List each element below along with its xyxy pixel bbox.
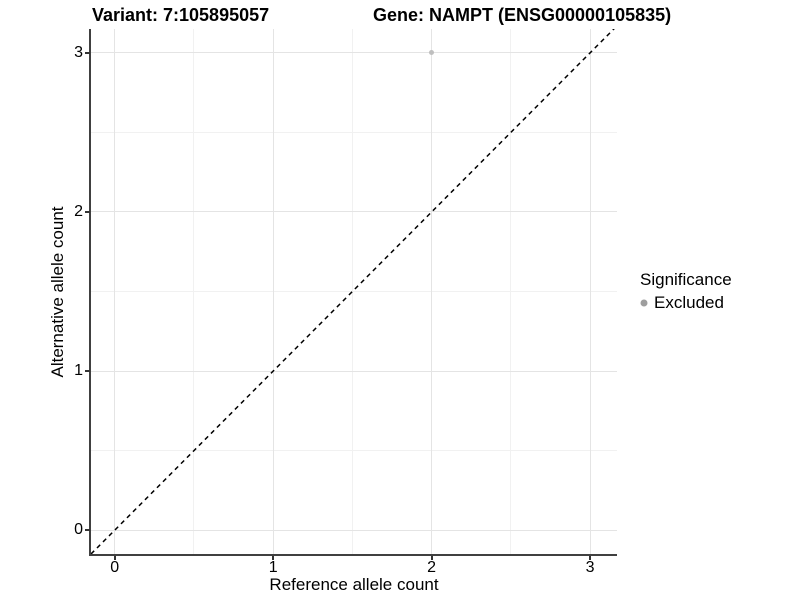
- y-tick-mark: [85, 210, 90, 213]
- gridline-major-vertical: [589, 29, 591, 554]
- gridline-major-vertical: [431, 29, 433, 554]
- x-tick-label: 3: [585, 559, 595, 576]
- y-axis-title: Alternative allele count: [48, 206, 67, 378]
- x-tick-label: 2: [427, 559, 437, 576]
- y-tick-mark: [85, 370, 90, 373]
- plot-panel: [91, 29, 617, 554]
- identity-dashed-line: [91, 29, 615, 554]
- legend-item-label: Excluded: [654, 293, 724, 312]
- legend-key: [636, 295, 652, 311]
- x-axis-title: Reference allele count: [269, 575, 439, 594]
- gridline-major-horizontal: [91, 370, 617, 372]
- legend-point-icon: [640, 299, 648, 307]
- gridline-minor-horizontal: [91, 291, 617, 292]
- y-axis-line: [89, 29, 91, 556]
- x-tick-mark: [113, 556, 116, 560]
- legend-item-excluded: Excluded: [636, 293, 732, 313]
- gridline-minor-vertical: [510, 29, 512, 554]
- x-tick-mark: [589, 556, 592, 560]
- plot-title-gene: Gene: NAMPT (ENSG00000105835): [373, 5, 672, 25]
- gridline-major-horizontal: [91, 211, 617, 213]
- y-tick-mark: [85, 51, 90, 54]
- data-point: [429, 50, 435, 56]
- legend: Significance Excluded: [636, 270, 732, 313]
- y-tick-mark: [85, 529, 90, 532]
- gridline-minor-vertical: [351, 29, 353, 554]
- gridline-major-horizontal: [91, 52, 617, 54]
- legend-title: Significance: [640, 270, 732, 289]
- y-tick-label: 1: [74, 362, 83, 380]
- gridline-minor-vertical: [193, 29, 195, 554]
- x-tick-mark: [430, 556, 433, 560]
- y-tick-label: 3: [74, 43, 83, 61]
- plot-title-variant: Variant: 7:105895057: [92, 5, 270, 25]
- x-tick-label: 1: [268, 559, 278, 576]
- gridline-minor-horizontal: [91, 131, 617, 133]
- y-tick-label: 0: [74, 521, 83, 539]
- y-tick-label: 2: [74, 202, 83, 220]
- gridline-major-vertical: [272, 29, 274, 554]
- x-axis-line: [89, 554, 617, 556]
- gridline-major-vertical: [114, 29, 116, 554]
- gridline-major-horizontal: [91, 529, 617, 531]
- identity-line-layer: [91, 29, 615, 554]
- gridline-minor-horizontal: [91, 450, 617, 452]
- x-tick-label: 0: [110, 559, 120, 576]
- x-tick-mark: [272, 556, 275, 560]
